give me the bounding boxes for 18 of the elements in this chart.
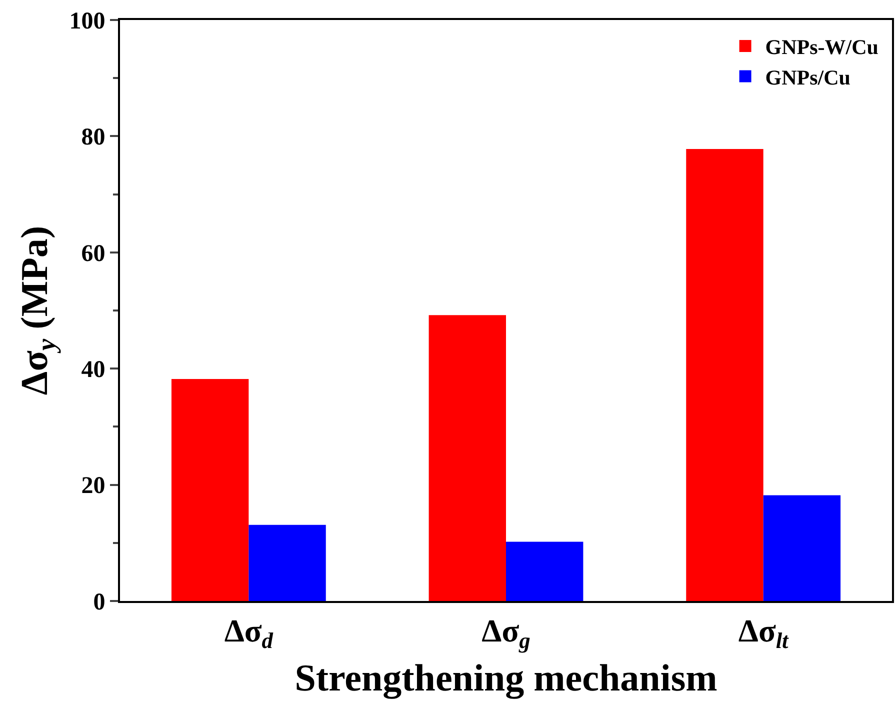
x-axis-title: Strengthening mechanism (294, 658, 718, 700)
legend-label: GNPs-W/Cu (765, 35, 879, 60)
y-tick-label: 100 (69, 8, 106, 34)
y-tick-label: 80 (81, 124, 106, 151)
x-tick-label: Δσ$_{d}$ (224, 612, 274, 654)
legend-label: GNPs/Cu (765, 65, 851, 90)
y-tick-label: 60 (81, 240, 106, 267)
bar (248, 524, 326, 601)
bar (506, 542, 584, 601)
y-tick-label: 0 (93, 589, 106, 616)
bar (763, 495, 841, 601)
x-tick-label: Δσ$_{lt}$ (738, 612, 790, 654)
bar (686, 148, 764, 601)
bar (171, 379, 249, 601)
x-tick-label: Δσ$_{g}$ (482, 612, 530, 654)
y-tick-label: 40 (81, 357, 106, 383)
y-tick-label: 20 (81, 473, 106, 500)
bar (428, 315, 506, 601)
